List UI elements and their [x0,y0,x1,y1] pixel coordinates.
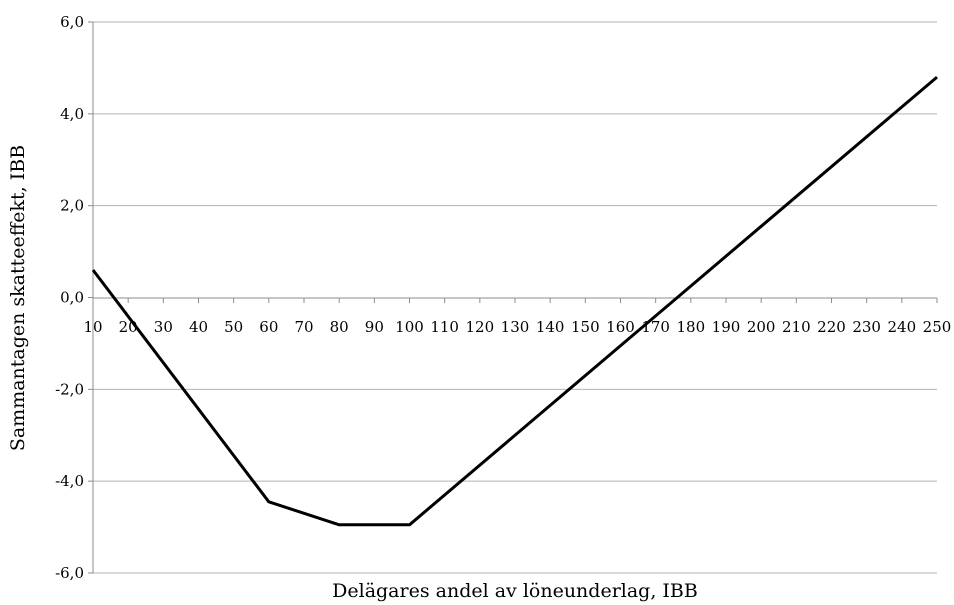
y-tick-label: -6,0 [55,564,84,582]
y-tick-label: 6,0 [60,13,84,31]
y-axis-title: Sammantagen skatteeffekt, IBB [7,145,29,451]
x-tick-label: 90 [365,318,384,336]
x-tick-label: 140 [536,318,565,336]
x-tick-label: 120 [466,318,495,336]
x-tick-labels: 10 20 30 40 50 60 70 80 90 100 110 120 130 140 150 160 1… [83,318,951,336]
x-tick-label: 220 [817,318,846,336]
x-tick-label: 50 [224,318,243,336]
y-tick-label: 0,0 [60,289,84,307]
x-tick-label: 80 [330,318,349,336]
y-tick-label: -2,0 [55,380,84,398]
series-line [91,75,938,527]
y-tick-label: 2,0 [60,197,84,215]
x-tick-label: 210 [782,318,811,336]
x-axis-title: Delägares andel av löneunderlag, IBB [332,580,698,602]
series [91,75,938,527]
y-tick-label: -4,0 [55,472,84,490]
x-tick-label: 180 [677,318,706,336]
gridlines [93,21,937,574]
x-tick-label: 110 [430,318,459,336]
x-tick-label: 100 [395,318,424,336]
axes [88,21,938,574]
x-tick-label: 40 [189,318,208,336]
x-tick-label: 170 [641,318,670,336]
x-tick-label: 240 [888,318,917,336]
x-tick-label: 130 [501,318,530,336]
x-tick-label: 230 [852,318,881,336]
x-tick-label: 10 [83,318,102,336]
x-tick-label: 30 [154,318,173,336]
x-tick-label: 60 [259,318,278,336]
x-tick-label: 160 [606,318,635,336]
y-tick-labels: 6,0 4,0 2,0 0,0 -2,0 -4,0 -6,0 [55,13,84,582]
y-tick-label: 4,0 [60,105,84,123]
x-tick-label: 70 [294,318,313,336]
x-tick-label: 190 [712,318,741,336]
x-tick-label: 150 [571,318,600,336]
x-tick-label: 200 [747,318,776,336]
x-tick-label: 250 [923,318,952,336]
